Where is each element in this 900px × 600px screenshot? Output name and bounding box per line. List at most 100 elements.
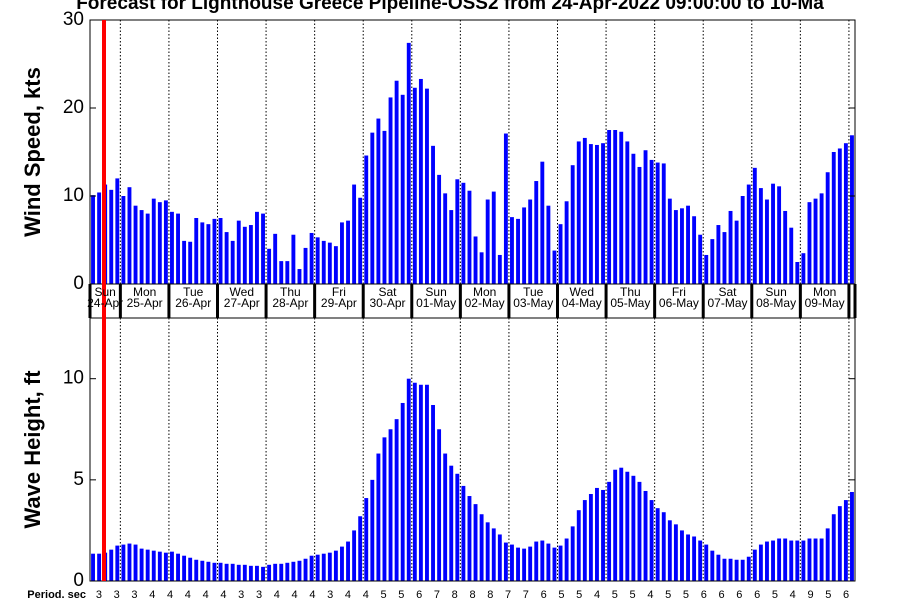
bar xyxy=(582,137,587,284)
bar xyxy=(558,224,563,284)
bar xyxy=(564,201,569,284)
bar xyxy=(552,250,557,284)
bar xyxy=(576,510,581,581)
period-value: 5 xyxy=(380,589,386,600)
bar xyxy=(176,213,180,284)
bar xyxy=(267,248,272,284)
bar xyxy=(194,559,199,581)
bar xyxy=(564,538,569,581)
weekday-label: Sun xyxy=(94,285,115,299)
bar xyxy=(261,566,265,581)
bar xyxy=(522,548,527,581)
period-value: 4 xyxy=(274,589,280,600)
bar xyxy=(340,546,344,581)
bar xyxy=(722,232,727,284)
period-value: 5 xyxy=(772,589,778,600)
bar xyxy=(176,553,180,581)
bar xyxy=(242,564,247,581)
bar xyxy=(516,218,520,284)
period-value: 4 xyxy=(149,589,155,600)
bar xyxy=(194,218,199,284)
bar xyxy=(783,538,788,581)
date-label: 08-May xyxy=(756,296,796,310)
bar xyxy=(321,553,326,581)
weekday-label: Thu xyxy=(620,285,641,299)
bar xyxy=(297,269,302,284)
bar xyxy=(236,564,241,581)
bar xyxy=(722,558,727,581)
bar xyxy=(182,240,187,284)
bar xyxy=(248,225,253,284)
bar xyxy=(115,178,120,284)
bar xyxy=(777,538,782,581)
bar xyxy=(649,159,654,284)
bar xyxy=(230,563,235,581)
bar xyxy=(97,553,102,581)
bar xyxy=(807,538,812,581)
bar xyxy=(819,538,824,581)
bar xyxy=(643,490,648,581)
bar xyxy=(649,500,654,581)
bar xyxy=(680,208,684,284)
bar xyxy=(461,182,466,284)
bar xyxy=(655,508,660,581)
bar xyxy=(364,155,369,284)
plot-frame xyxy=(89,19,856,285)
bar xyxy=(673,210,678,284)
period-value: 4 xyxy=(345,589,351,600)
bar xyxy=(631,153,636,284)
bar xyxy=(576,141,581,284)
bar xyxy=(528,546,533,581)
bar xyxy=(625,471,630,581)
bar xyxy=(327,552,332,581)
bar xyxy=(431,145,435,284)
bar xyxy=(151,550,156,581)
bar xyxy=(686,205,690,284)
bar xyxy=(333,246,338,284)
bar xyxy=(188,241,193,284)
bar xyxy=(619,131,624,284)
bar xyxy=(97,192,102,284)
bar xyxy=(115,545,120,581)
weekday-label: Sun xyxy=(765,285,786,299)
bar xyxy=(273,233,278,284)
bar xyxy=(133,205,138,284)
bar xyxy=(449,210,454,284)
bar xyxy=(546,543,551,581)
bar xyxy=(467,190,472,284)
bar xyxy=(789,540,794,581)
bar xyxy=(200,222,205,284)
bar xyxy=(473,236,478,284)
period-value: 9 xyxy=(807,589,813,600)
date-label: 30-Apr xyxy=(369,296,405,310)
bar xyxy=(692,536,697,581)
period-value: 6 xyxy=(701,589,707,600)
bar xyxy=(698,234,703,284)
bar xyxy=(843,500,848,581)
bar xyxy=(206,561,211,581)
weekday-label: Fri xyxy=(672,285,686,299)
bar xyxy=(285,562,290,581)
bar xyxy=(655,162,660,284)
period-value: 3 xyxy=(238,589,244,600)
bar xyxy=(546,205,551,284)
date-label: 25-Apr xyxy=(127,296,163,310)
period-value: 5 xyxy=(825,589,831,600)
bar xyxy=(182,555,187,581)
bar xyxy=(461,485,466,581)
bar xyxy=(346,541,350,581)
bar xyxy=(643,150,648,284)
date-label: 05-May xyxy=(610,296,650,310)
bar xyxy=(121,196,126,284)
bar xyxy=(309,555,314,581)
bar xyxy=(133,544,138,581)
y-tick-label: 0 xyxy=(73,273,84,294)
bar xyxy=(340,222,344,284)
bar xyxy=(170,211,174,284)
bar xyxy=(431,404,435,581)
period-value: 3 xyxy=(96,589,102,600)
bar xyxy=(686,534,690,581)
y-axis-label: Wave Height, ft xyxy=(20,370,45,529)
bar xyxy=(157,551,162,581)
bar xyxy=(315,237,320,284)
